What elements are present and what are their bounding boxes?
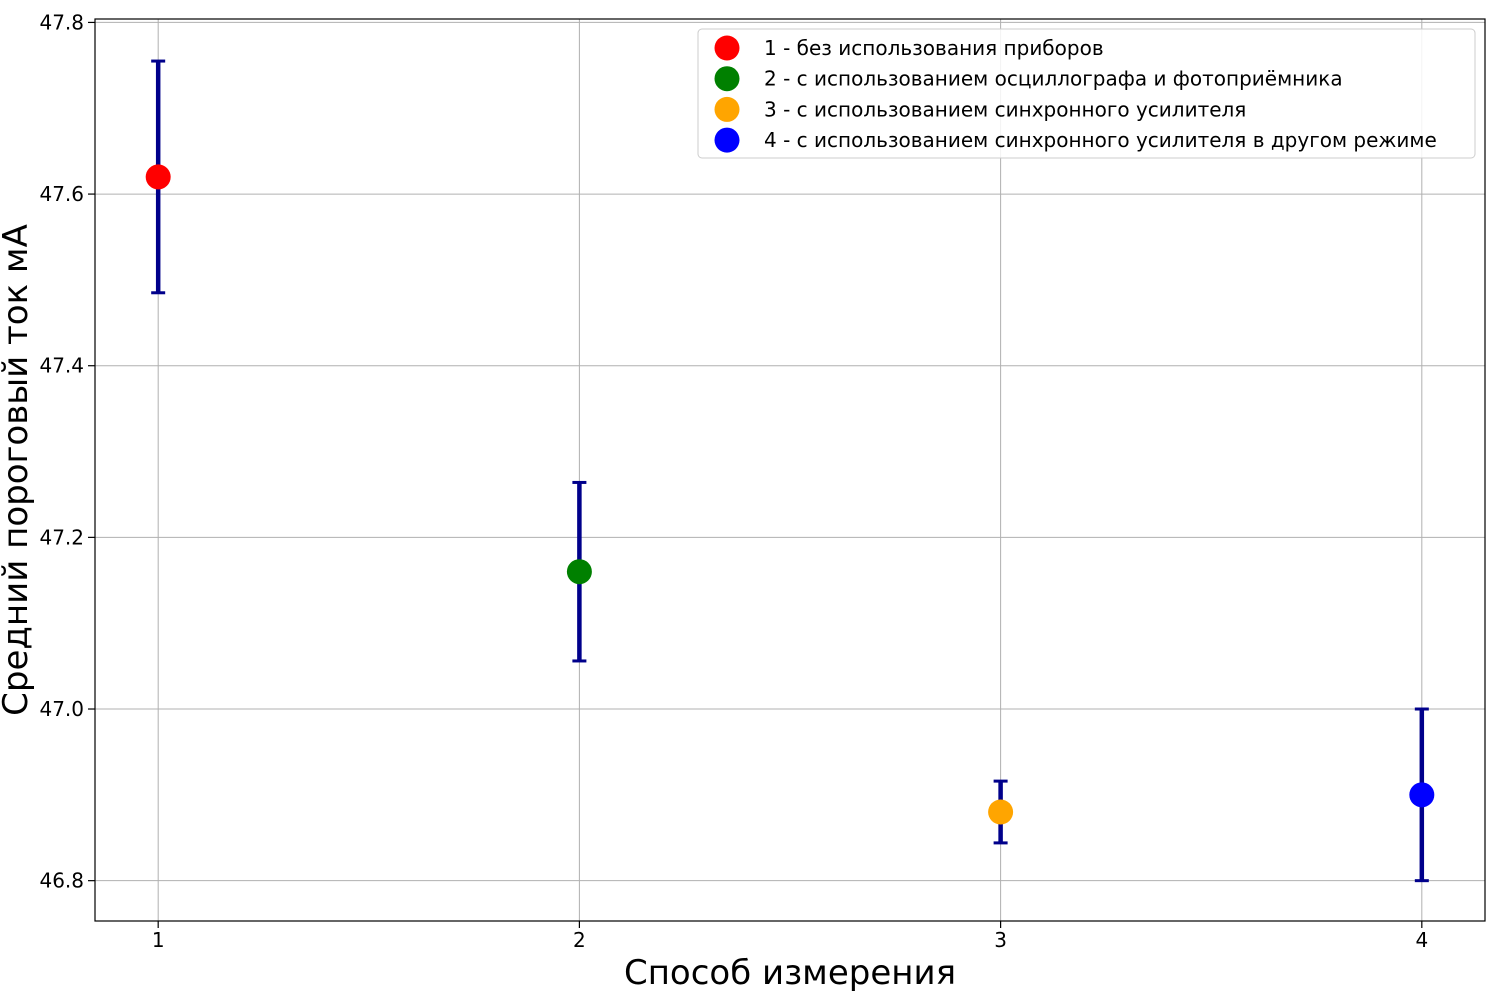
legend-box — [697, 28, 1476, 159]
y-axis-ticks: 46.8 47.0 47.2 47.4 47.6 47.8 — [39, 10, 95, 893]
x-tick-label: 3 — [994, 928, 1007, 952]
error-bars — [151, 59, 1429, 883]
legend-entry: 2 - с использованием осциллографа и фото… — [764, 67, 1343, 91]
legend-entry: 1 - без использования приборов — [764, 36, 1104, 60]
data-point — [1409, 782, 1435, 808]
x-tick-label: 1 — [152, 928, 165, 952]
legend-entry: 4 - с использованием синхронного усилите… — [764, 128, 1437, 152]
legend-marker — [714, 127, 740, 153]
grid — [95, 19, 1485, 921]
plot-frame — [94, 18, 1486, 922]
x-axis-ticks: 1 2 3 4 — [152, 921, 1428, 952]
y-axis-label: Средний пороговый ток мА — [0, 224, 36, 716]
data-point — [988, 799, 1014, 825]
legend: 1 - без использования приборов 2 - с испо… — [697, 28, 1476, 159]
data-point — [566, 559, 592, 585]
y-tick-label: 47.0 — [39, 697, 84, 721]
legend-marker — [714, 35, 740, 61]
y-tick-label: 47.8 — [39, 10, 84, 34]
legend-entry: 3 - с использованием синхронного усилите… — [764, 97, 1246, 121]
legend-marker — [714, 66, 740, 92]
x-tick-label: 4 — [1415, 928, 1428, 952]
legend-marker — [714, 96, 740, 122]
x-tick-label: 2 — [573, 928, 586, 952]
y-tick-label: 47.2 — [39, 525, 84, 549]
x-axis-label: Способ измерения — [624, 953, 956, 993]
data-point — [145, 164, 171, 190]
y-tick-label: 47.6 — [39, 182, 84, 206]
y-tick-label: 46.8 — [39, 869, 84, 893]
y-tick-label: 47.4 — [39, 354, 84, 378]
data-points — [145, 164, 1435, 825]
